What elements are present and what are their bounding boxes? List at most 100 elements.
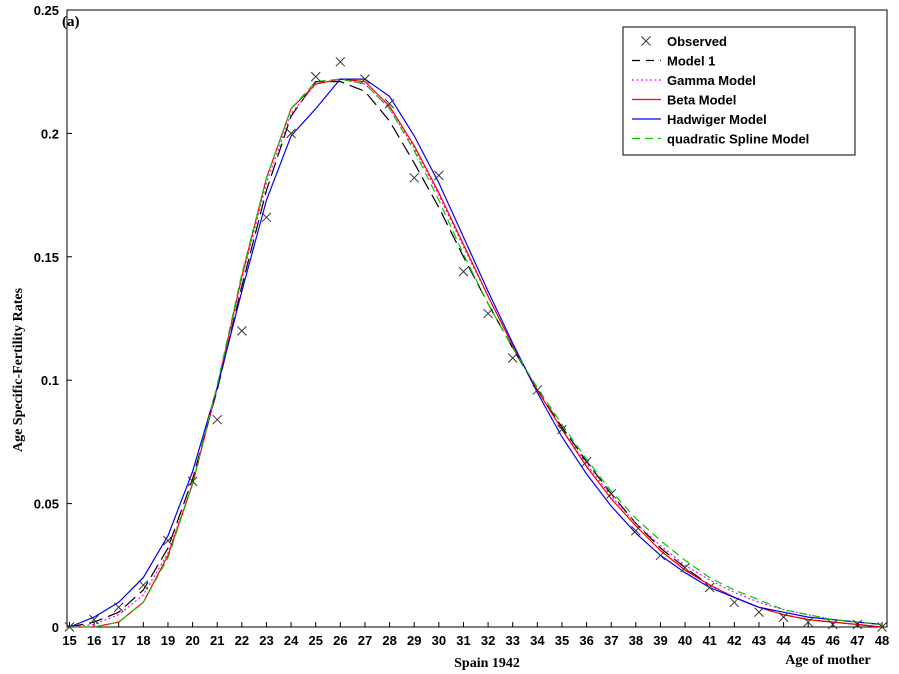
x-tick-label: 31 <box>456 633 470 648</box>
panel-label: (a) <box>62 14 80 30</box>
x-tick-label: 20 <box>185 633 199 648</box>
x-tick-label: 25 <box>308 633 322 648</box>
x-tick-label: 45 <box>801 633 815 648</box>
plot-frame <box>66 9 888 628</box>
series-line-model-1 <box>69 80 883 628</box>
legend-item: Beta Model <box>632 93 736 108</box>
x-tick-label: 40 <box>678 633 692 648</box>
observed-point <box>261 212 272 223</box>
x-tick-label: 29 <box>407 633 421 648</box>
observed-point <box>64 622 75 632</box>
x-tick-label: 16 <box>87 633 101 648</box>
legend-item: quadratic Spline Model <box>632 132 809 147</box>
legend-box <box>622 26 856 156</box>
observed-point <box>630 525 641 536</box>
observed-point <box>236 325 247 336</box>
x-tick-label: 26 <box>333 633 347 648</box>
series-line-quadratic-spline-model <box>69 78 883 628</box>
observed-point <box>852 619 863 630</box>
x-tick-label: 32 <box>481 633 495 648</box>
x-tick-label: 22 <box>235 633 249 648</box>
y-tick-label: 0.05 <box>34 497 59 512</box>
y-tick-label: 0.1 <box>41 373 59 388</box>
observed-point <box>507 353 518 363</box>
observed-point <box>384 98 395 109</box>
x-tick-label: 37 <box>604 633 618 648</box>
x-tick-label: 24 <box>284 633 299 648</box>
x-axis-ticks: 15 16 17 18 19 20 21 22 23 24 25 26 27 28 29 30 31 32 33 34… <box>62 622 889 648</box>
series-observed <box>64 56 887 632</box>
observed-point <box>704 582 715 593</box>
x-tick-label: 35 <box>555 633 569 648</box>
observed-point <box>581 456 592 467</box>
y-axis-ticks: 0 0.05 0.1 0.15 0.2 0.25 <box>34 3 72 635</box>
series-line-hadwiger-model <box>69 78 883 628</box>
x-tick-label: 34 <box>530 633 545 648</box>
y-tick-label: 0.2 <box>41 126 59 141</box>
legend-label: Beta Model <box>667 93 736 108</box>
x-tick-label: 46 <box>826 633 840 648</box>
series-line-beta-model <box>69 78 883 628</box>
legend-item: Observed <box>641 34 727 49</box>
legend-label: Gamma Model <box>667 73 756 88</box>
x-tick-label: 19 <box>161 633 175 648</box>
legend-label: Hadwiger Model <box>667 112 767 127</box>
x-tick-label: 47 <box>850 633 864 648</box>
series-line-gamma-model <box>69 78 883 628</box>
legend-label: Observed <box>667 34 727 49</box>
x-tick-label: 23 <box>259 633 273 648</box>
legend-item: Gamma Model <box>632 73 756 88</box>
legend-marker <box>641 36 651 46</box>
x-axis-label: Spain 1942 <box>454 656 520 671</box>
x-tick-label: 42 <box>727 633 741 648</box>
x-tick-label: 15 <box>62 633 76 648</box>
observed-point <box>532 385 543 395</box>
observed-point <box>212 414 223 425</box>
observed-point <box>778 612 789 622</box>
observed-point <box>655 550 666 561</box>
x-tick-label: 28 <box>382 633 396 648</box>
x-tick-label: 43 <box>752 633 766 648</box>
observed-point <box>409 172 420 183</box>
observed-point <box>360 74 370 84</box>
observed-point <box>310 71 321 82</box>
observed-point <box>89 614 99 625</box>
x-tick-label: 17 <box>111 633 125 648</box>
observed-point <box>286 128 296 139</box>
observed-point <box>335 56 346 67</box>
observed-point <box>606 488 617 499</box>
observed-point <box>433 170 444 181</box>
observed-point <box>827 619 838 630</box>
x-axis-end-label: Age of mother <box>785 653 871 668</box>
x-tick-label: 41 <box>702 633 716 648</box>
observed-point <box>187 476 198 487</box>
x-tick-label: 44 <box>776 633 791 648</box>
series-layer <box>64 56 887 632</box>
observed-point <box>803 617 814 627</box>
x-tick-label: 39 <box>653 633 667 648</box>
observed-point <box>729 597 740 608</box>
x-tick-label: 48 <box>875 633 889 648</box>
observed-point <box>877 622 887 632</box>
y-tick-label: 0.25 <box>34 3 59 18</box>
legend-item: Model 1 <box>632 54 715 69</box>
legend-label: quadratic Spline Model <box>667 132 809 147</box>
legend-label: Model 1 <box>667 54 715 69</box>
x-tick-label: 38 <box>629 633 643 648</box>
x-tick-label: 36 <box>579 633 593 648</box>
x-tick-label: 21 <box>210 633 224 648</box>
y-tick-label: 0.15 <box>34 250 59 265</box>
x-tick-label: 27 <box>358 633 372 648</box>
observed-point <box>680 562 690 573</box>
observed-point <box>458 266 469 277</box>
observed-point <box>483 308 493 319</box>
observed-point <box>163 535 173 546</box>
x-tick-label: 33 <box>505 633 519 648</box>
observed-point <box>557 424 567 435</box>
x-tick-label: 18 <box>136 633 150 648</box>
plot-area-border <box>66 9 888 628</box>
legend-item: Hadwiger Model <box>632 112 767 127</box>
observed-point <box>754 607 764 618</box>
y-axis-label: Age Specific-Fertility Rates <box>11 287 26 452</box>
